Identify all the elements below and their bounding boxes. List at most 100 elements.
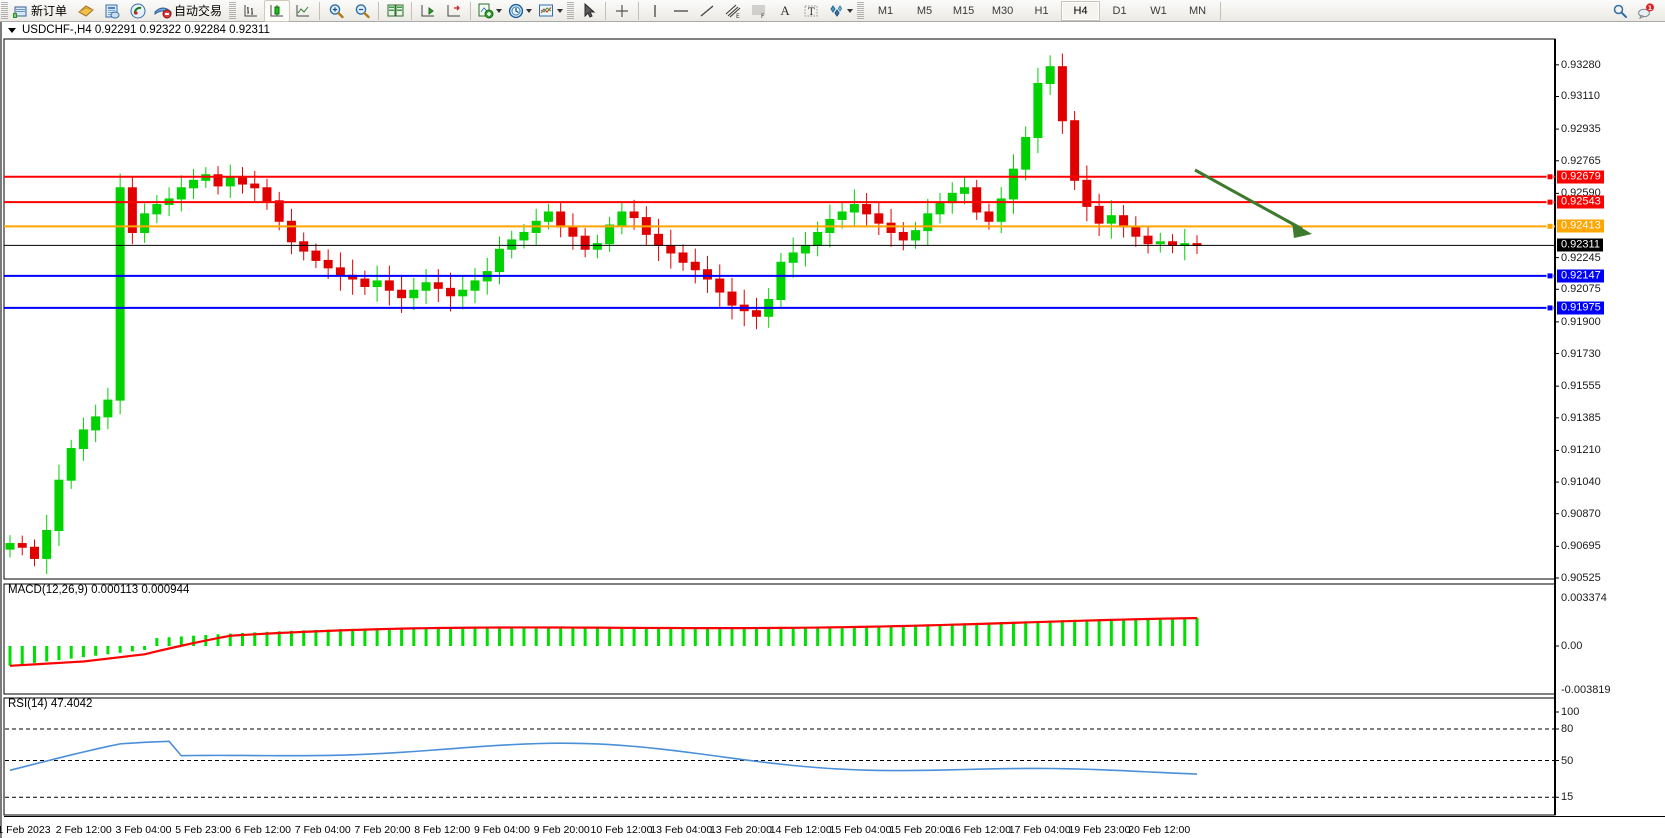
- text-label-button[interactable]: T: [798, 0, 824, 22]
- macd-tick: -0.003819: [1561, 684, 1611, 696]
- rsi-pane[interactable]: [4, 698, 1665, 815]
- equidistant-channel-button[interactable]: E: [720, 0, 746, 22]
- price-tick: 0.92935: [1561, 123, 1601, 136]
- auto-scroll-button[interactable]: [415, 0, 441, 22]
- period-button[interactable]: [505, 0, 535, 22]
- toolbar-grip-2[interactable]: [229, 1, 237, 20]
- timeframe-m30[interactable]: M30: [991, 4, 1014, 17]
- search-button[interactable]: [1607, 0, 1633, 22]
- cursor-button[interactable]: [576, 0, 602, 22]
- news-button[interactable]: [99, 0, 125, 22]
- crosshair-icon: [616, 4, 629, 17]
- autotrading-button[interactable]: 自动交易: [151, 0, 228, 22]
- add-indicator-caret-icon[interactable]: [496, 8, 503, 13]
- price-tick: 0.90870: [1561, 507, 1601, 520]
- add-indicator-icon: [478, 3, 494, 18]
- price-tick: 0.93110: [1561, 90, 1600, 103]
- collapse-triangle-icon[interactable]: [8, 27, 16, 33]
- vertical-line-icon: [654, 4, 656, 17]
- time-tick: 2 Feb 12:00: [55, 824, 112, 836]
- trendline-button[interactable]: [694, 0, 720, 22]
- svg-text:F: F: [761, 13, 765, 19]
- toolbar-grip[interactable]: [1, 1, 8, 20]
- support-line-2-label[interactable]: 0.91975: [1557, 301, 1604, 315]
- fibonacci-button[interactable]: F: [746, 0, 772, 22]
- news-icon: [105, 4, 120, 18]
- shapes-caret-icon[interactable]: [847, 8, 854, 13]
- timeframe-d1[interactable]: D1: [1112, 4, 1127, 17]
- templates-caret-icon[interactable]: [557, 8, 564, 13]
- pivot-line-label[interactable]: 0.92413: [1557, 219, 1604, 233]
- price-tick: 0.91210: [1561, 444, 1601, 457]
- timeframe-mn[interactable]: MN: [1188, 4, 1207, 17]
- timeframe-m1[interactable]: M1: [877, 4, 894, 17]
- support-line-1-label[interactable]: 0.92147: [1557, 269, 1604, 283]
- price-tick: 0.90525: [1561, 572, 1601, 584]
- time-tick: 3 Feb 04:00: [115, 824, 172, 836]
- new-order-button[interactable]: 新订单: [10, 0, 73, 22]
- vertical-line-button[interactable]: [642, 0, 668, 22]
- notification-button[interactable]: 1: [1633, 0, 1659, 22]
- time-tick: 16 Feb 12:00: [949, 824, 1011, 836]
- toolbar-grip-4[interactable]: [857, 1, 865, 20]
- time-tick: 15 Feb 20:00: [889, 824, 952, 836]
- zoom-out-icon: [355, 3, 370, 18]
- signal-broadcast-icon: [130, 3, 146, 18]
- candlestick-icon: [270, 4, 284, 16]
- rsi-tick: 80: [1561, 723, 1574, 735]
- price-tick: 0.91040: [1561, 476, 1601, 489]
- rsi-label: RSI(14) 47.4042: [8, 698, 93, 710]
- time-tick: 9 Feb 04:00: [473, 824, 531, 836]
- zoom-in-button[interactable]: [323, 0, 349, 22]
- candlestick-chart-button[interactable]: [264, 0, 291, 22]
- templates-button[interactable]: [535, 0, 566, 22]
- signals-button[interactable]: [125, 0, 151, 22]
- price-axis[interactable]: 0.93280 0.93110 0.92935 0.92765 0.92590 0.922…: [1553, 39, 1665, 584]
- timeframe-m15[interactable]: M15: [952, 4, 975, 17]
- timeframe-m5[interactable]: M5: [916, 4, 933, 17]
- period-caret-icon[interactable]: [526, 8, 533, 13]
- timeframe-h1[interactable]: H1: [1034, 4, 1049, 17]
- shapes-button[interactable]: [824, 0, 856, 22]
- text-icon: A: [780, 2, 790, 18]
- time-tick: 13 Feb 04:00: [650, 824, 713, 836]
- resistance-line-2-label[interactable]: 0.92543: [1557, 195, 1604, 209]
- chart-area[interactable]: USDCHF-,H4 0.92291 0.92322 0.92284 0.923…: [0, 22, 1665, 838]
- toolbar-separator-2: [378, 1, 380, 20]
- line-chart-button[interactable]: [290, 0, 316, 22]
- macd-header: MACD(12,26,9) 0.000113 0.000944: [4, 582, 189, 598]
- tile-windows-button[interactable]: [382, 0, 408, 22]
- price-pane[interactable]: [4, 39, 1665, 579]
- text-button[interactable]: A: [772, 0, 798, 22]
- time-tick: 13 Feb 20:00: [710, 824, 772, 836]
- rsi-tick: 50: [1561, 754, 1574, 767]
- price-tick: 0.92765: [1561, 154, 1601, 167]
- horizontal-line-button[interactable]: [668, 0, 694, 22]
- resistance-line-1-label[interactable]: 0.92679: [1557, 170, 1604, 184]
- time-tick: 20 Feb 12:00: [1128, 824, 1191, 836]
- bar-chart-button[interactable]: [238, 0, 264, 22]
- bar-chart-icon: [244, 4, 258, 16]
- current-price-line-label[interactable]: 0.92311: [1557, 238, 1603, 252]
- fibonacci-icon: F: [752, 5, 766, 19]
- rsi-header: RSI(14) 47.4042: [4, 696, 92, 712]
- line-chart-icon: [296, 4, 310, 16]
- chart-shift-button[interactable]: [441, 0, 467, 22]
- symbol-ohlc-label: USDCHF-,H4 0.92291 0.92322 0.92284 0.923…: [22, 24, 270, 36]
- zoom-out-button[interactable]: [349, 0, 375, 22]
- add-indicator-button[interactable]: [474, 0, 505, 22]
- shapes-icon: [830, 4, 843, 17]
- macd-axis: 0.003374 0.00 -0.003819: [1553, 584, 1665, 696]
- time-axis[interactable]: 1 Feb 2023 2 Feb 12:00 3 Feb 04:00 5 Feb 23…: [0, 816, 1665, 838]
- cursor-arrow-icon: [584, 2, 596, 18]
- toolbar-grip-3[interactable]: [567, 1, 575, 20]
- charts-gold-icon: [78, 4, 94, 17]
- timeframe-w1[interactable]: W1: [1150, 4, 1167, 17]
- price-tick: 0.92075: [1561, 283, 1601, 296]
- new-order-icon: [13, 6, 27, 18]
- timeframe-h4[interactable]: H4: [1061, 0, 1101, 21]
- macd-pane[interactable]: [4, 584, 1665, 694]
- charts-button[interactable]: [73, 0, 99, 22]
- crosshair-button[interactable]: [609, 0, 635, 22]
- toolbar-separator-6: [638, 1, 640, 20]
